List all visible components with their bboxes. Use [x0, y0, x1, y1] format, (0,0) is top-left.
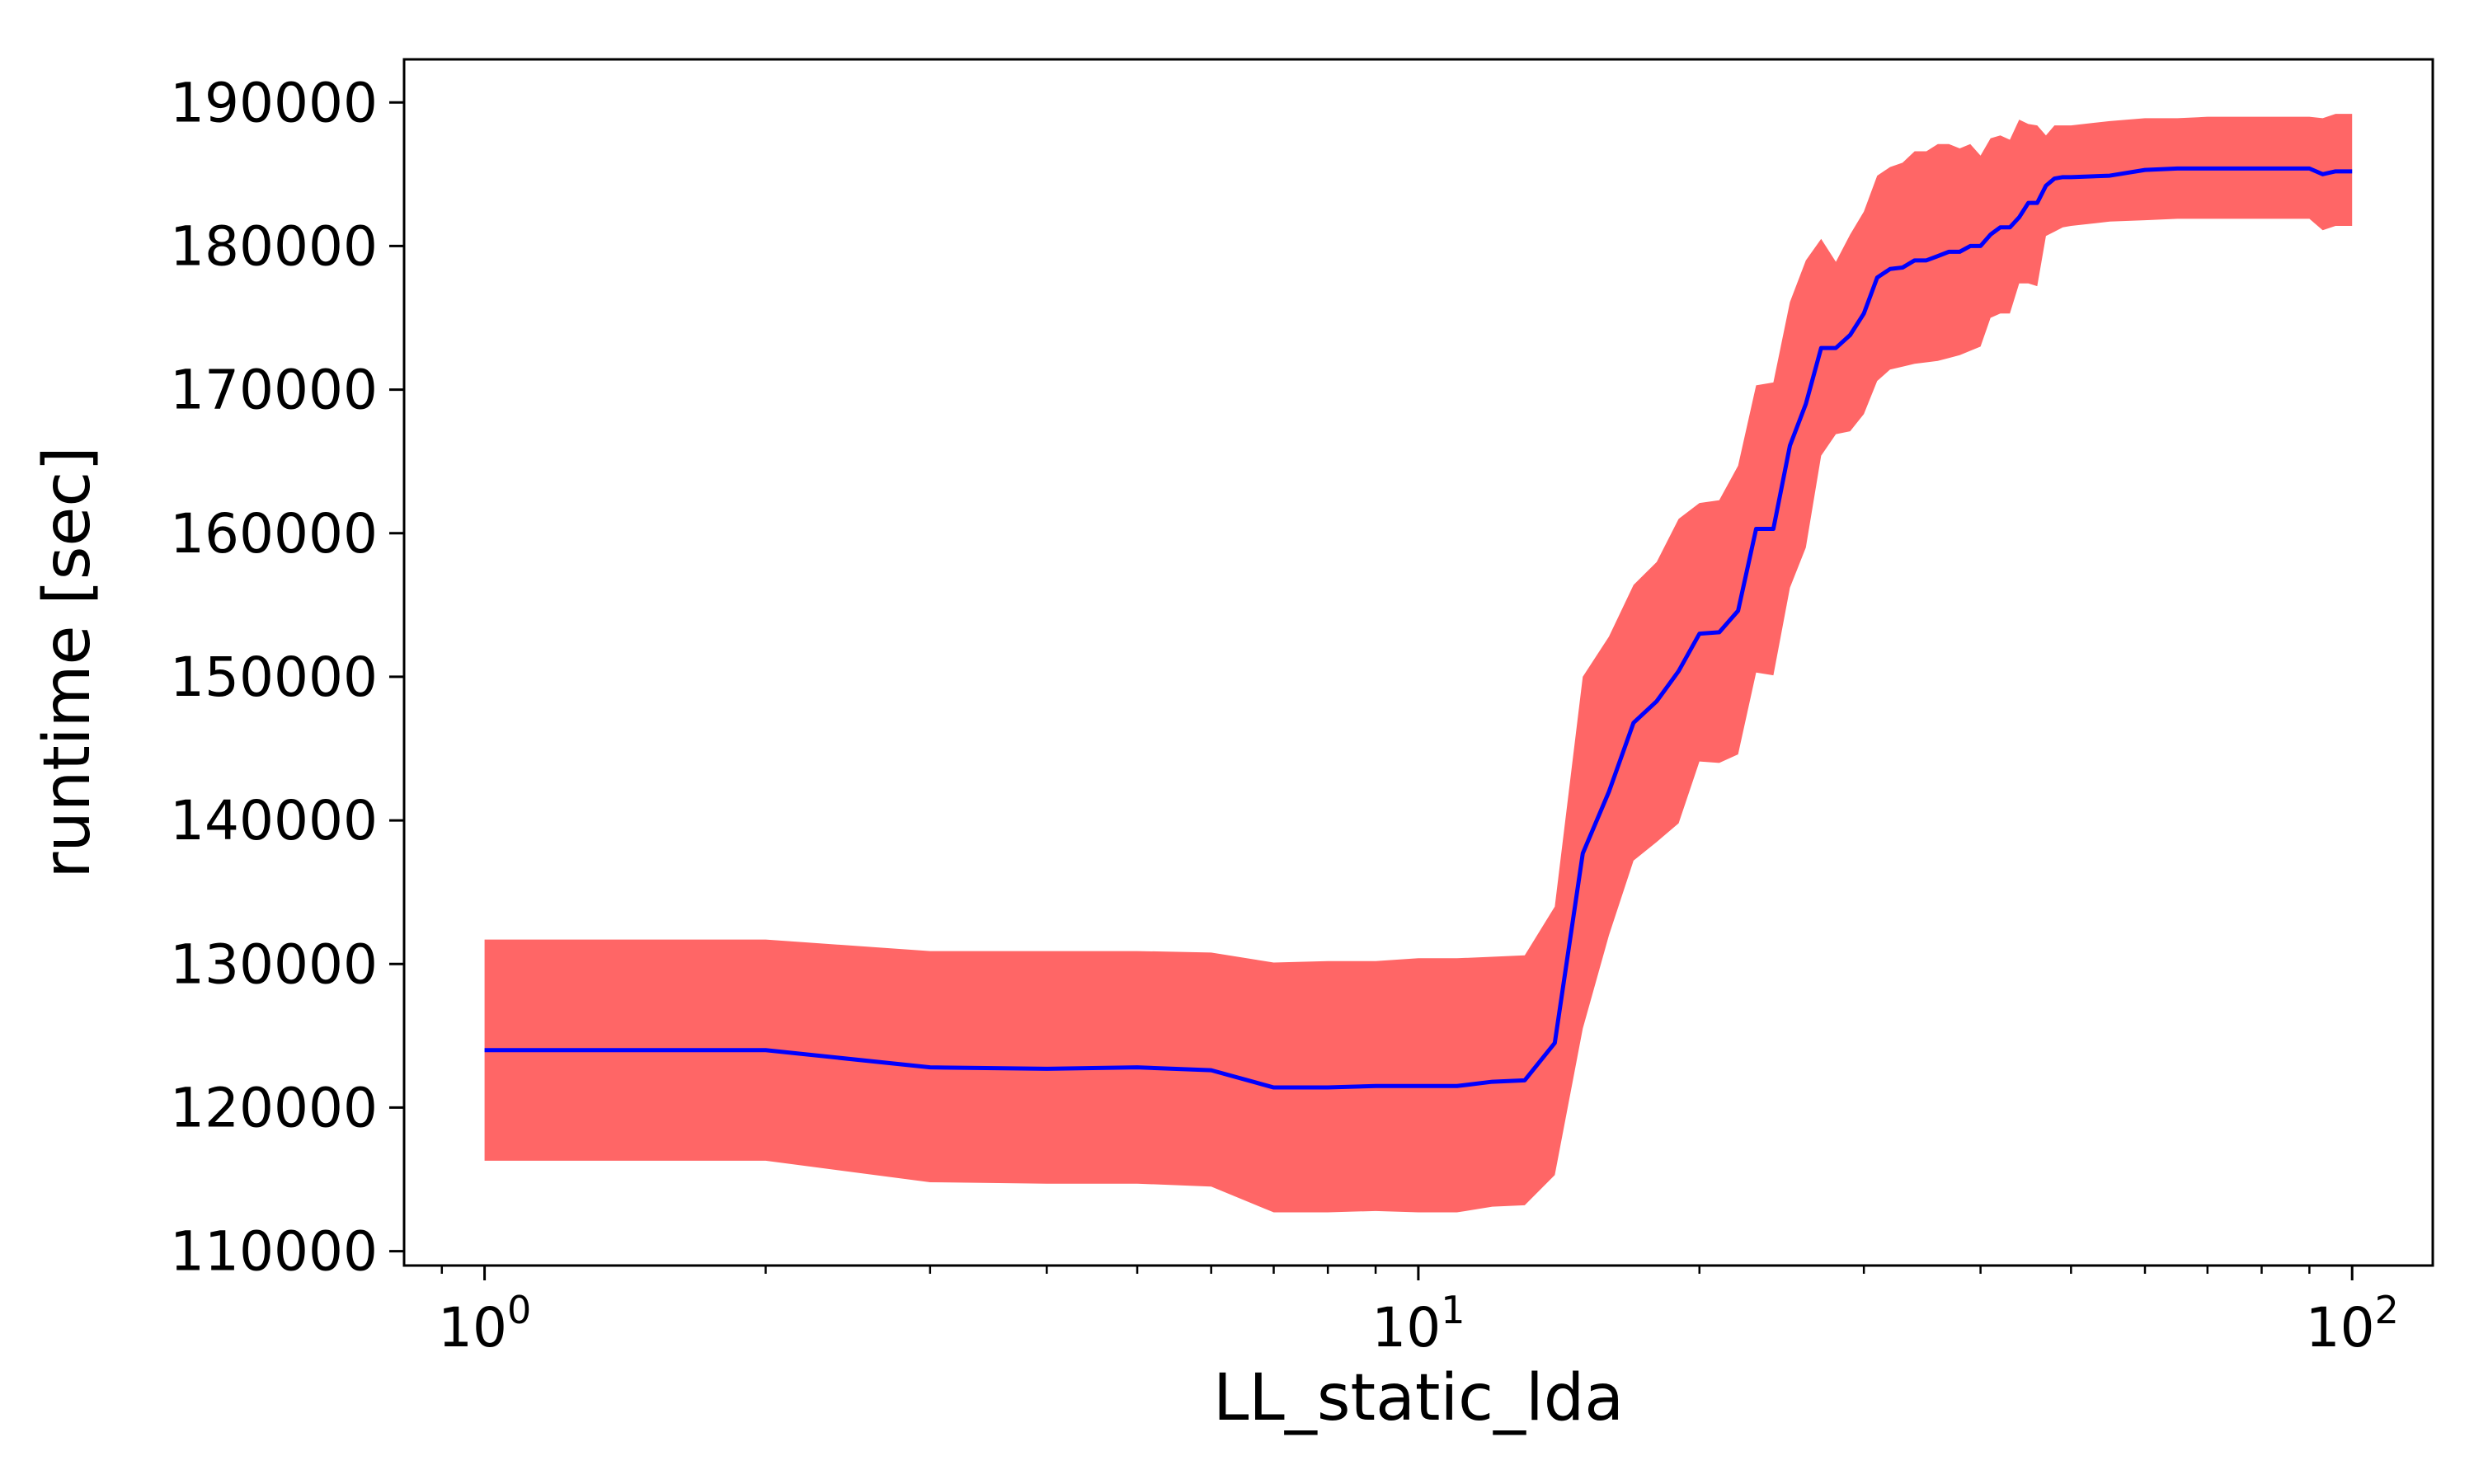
- series-line: [484, 166, 2353, 1090]
- y-tick-label: 110000: [170, 1220, 378, 1284]
- confidence-band: [484, 114, 2353, 1213]
- y-tick-label: 170000: [170, 359, 378, 422]
- y-tick-label: 190000: [170, 71, 378, 134]
- y-tick-label: 130000: [170, 932, 378, 996]
- y-tick-label: 180000: [170, 214, 378, 278]
- x-tick-label: 100: [438, 1288, 531, 1360]
- series-line-layer: [484, 166, 2353, 1090]
- y-tick-label: 120000: [170, 1076, 378, 1139]
- x-axis-label: LL_static_lda: [1213, 1361, 1624, 1435]
- x-axis-ticks: 100 101 102: [438, 1266, 2399, 1360]
- confidence-band-layer: [484, 114, 2353, 1213]
- y-tick-label: 160000: [170, 502, 378, 566]
- x-tick-label: 101: [1371, 1288, 1465, 1360]
- y-axis-label: runtime [sec]: [31, 446, 105, 878]
- y-tick-label: 140000: [170, 789, 378, 852]
- y-axis-ticks: 110000 120000 130000 140000 150000 160000 1700…: [170, 71, 404, 1284]
- y-tick-label: 150000: [170, 646, 378, 709]
- x-tick-label: 102: [2306, 1288, 2399, 1360]
